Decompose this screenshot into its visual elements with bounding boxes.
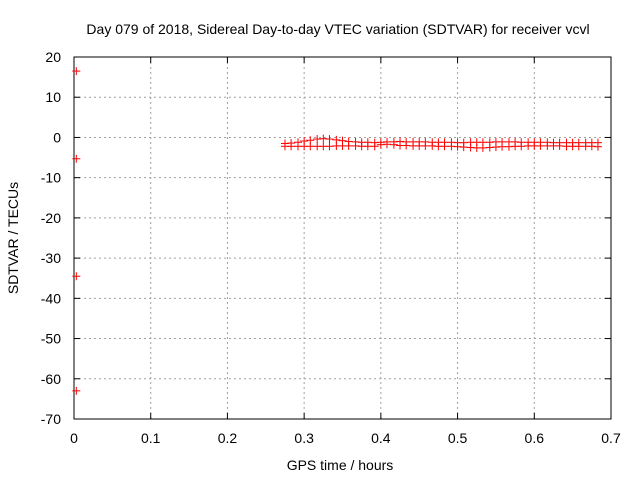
data-point <box>517 142 526 151</box>
y-axis-label: SDTVAR / TECUs <box>5 182 21 294</box>
data-point <box>421 141 430 150</box>
data-point <box>478 143 487 152</box>
data-point <box>72 386 81 395</box>
x-axis-label: GPS time / hours <box>287 457 394 473</box>
x-tick-label: 0.7 <box>601 430 621 446</box>
x-tick-label: 0 <box>70 430 78 446</box>
grid-layer <box>74 57 611 419</box>
y-tick-label: 0 <box>53 129 61 145</box>
data-point <box>382 140 391 149</box>
axis-layer: 0 0.1 0.2 0.3 0.4 0.5 0.6 0.7 -70 -60 -50 -40 -30 -20… <box>41 49 621 446</box>
y-tick-label: -60 <box>41 371 61 387</box>
y-tick-label: -70 <box>41 411 61 427</box>
y-tick-label: -20 <box>41 210 61 226</box>
data-point <box>344 141 353 150</box>
point-layer <box>72 67 602 395</box>
data-point <box>325 142 334 151</box>
data-point <box>498 142 507 151</box>
x-tick-label: 0.6 <box>525 430 545 446</box>
data-point <box>389 140 398 149</box>
data-point <box>325 135 334 144</box>
y-tick-label: -30 <box>41 250 61 266</box>
data-point <box>72 272 81 281</box>
data-point <box>306 142 315 151</box>
x-tick-label: 0.1 <box>141 430 161 446</box>
data-point <box>72 67 81 76</box>
data-point <box>574 142 583 151</box>
data-point <box>402 141 411 150</box>
data-point <box>370 142 379 151</box>
x-tick-label: 0.3 <box>294 430 314 446</box>
data-point <box>555 141 564 150</box>
y-tick-label: -10 <box>41 170 61 186</box>
x-tick-label: 0.5 <box>448 430 468 446</box>
data-point <box>440 142 449 151</box>
data-point <box>536 141 545 150</box>
plot-border <box>73 56 612 420</box>
data-point <box>72 154 81 163</box>
x-tick-label: 0.2 <box>218 430 238 446</box>
x-tick-label: 0.4 <box>371 430 391 446</box>
chart-title: Day 079 of 2018, Sidereal Day-to-day VTE… <box>86 21 589 37</box>
data-point <box>459 143 468 152</box>
data-point <box>363 142 372 151</box>
data-point <box>287 142 296 151</box>
y-tick-label: 20 <box>45 49 61 65</box>
y-tick-label: -40 <box>41 290 61 306</box>
y-tick-label: -50 <box>41 331 61 347</box>
data-point <box>593 142 602 151</box>
y-tick-label: 10 <box>45 89 61 105</box>
